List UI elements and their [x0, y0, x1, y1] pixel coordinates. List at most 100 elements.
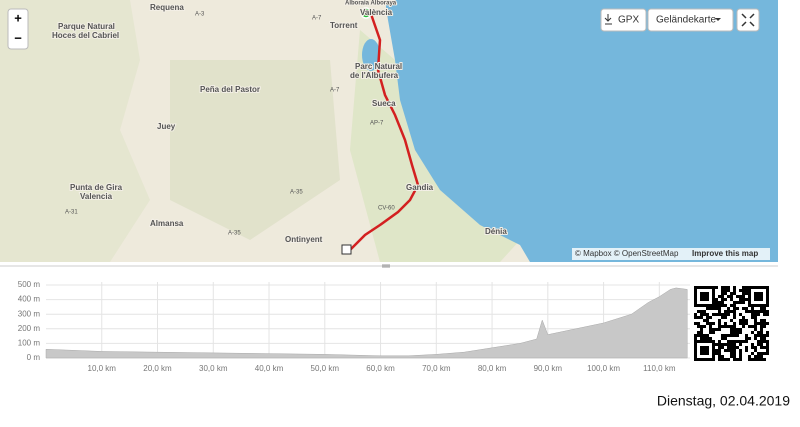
qr-module [739, 319, 742, 322]
qr-module [766, 349, 769, 352]
qr-module [760, 346, 763, 349]
qr-module [733, 307, 736, 310]
qr-module [724, 298, 727, 301]
qr-module [730, 292, 733, 295]
qr-module [694, 352, 697, 355]
qr-module [706, 286, 709, 289]
map-type-button[interactable] [647, 8, 734, 32]
qr-module [700, 295, 703, 298]
qr-module [709, 307, 712, 310]
qr-module [724, 310, 727, 313]
road: A-35 [290, 190, 303, 196]
qr-module [706, 349, 709, 352]
qr-module [715, 304, 718, 307]
qr-module [754, 358, 757, 361]
place: Requena [150, 3, 184, 12]
qr-module [754, 298, 757, 301]
place: Alboraia Alboraya [345, 1, 397, 7]
qr-module [712, 343, 715, 346]
qr-module [721, 343, 724, 346]
qr-module [703, 286, 706, 289]
zoom-in[interactable]: + [14, 10, 22, 25]
qr-module [757, 298, 760, 301]
qr-module [703, 358, 706, 361]
qr-module [727, 349, 730, 352]
qr-module [703, 334, 706, 337]
qr-module [703, 310, 706, 313]
qr-module [763, 313, 766, 316]
qr-module [748, 358, 751, 361]
qr-module [694, 313, 697, 316]
qr-module [721, 289, 724, 292]
qr-module [709, 304, 712, 307]
qr-module [745, 334, 748, 337]
zoom-out[interactable]: − [14, 30, 22, 45]
qr-module [766, 286, 769, 289]
improve-link[interactable]: Improve this map [692, 249, 758, 258]
gpx-label[interactable]: GPX [618, 15, 639, 26]
qr-module [733, 349, 736, 352]
qr-module [700, 325, 703, 328]
qr-module [700, 316, 703, 319]
qr-module [718, 304, 721, 307]
qr-module [739, 328, 742, 331]
qr-module [709, 286, 712, 289]
qr-module [763, 307, 766, 310]
qr-module [721, 304, 724, 307]
qr-code [692, 284, 771, 363]
qr-module [706, 307, 709, 310]
x-tick-label: 70,0 km [422, 364, 451, 373]
qr-module [703, 304, 706, 307]
qr-module [718, 340, 721, 343]
qr-module [721, 358, 724, 361]
qr-module [697, 358, 700, 361]
qr-module [700, 304, 703, 307]
qr-module [754, 304, 757, 307]
qr-module [718, 310, 721, 313]
qr-module [766, 301, 769, 304]
qr-module [727, 346, 730, 349]
qr-module [697, 310, 700, 313]
qr-module [730, 346, 733, 349]
qr-module [694, 343, 697, 346]
x-tick-label: 30,0 km [199, 364, 228, 373]
qr-module [739, 349, 742, 352]
qr-module [748, 289, 751, 292]
qr-module [700, 334, 703, 337]
gpx-button[interactable] [600, 8, 647, 32]
qr-module [703, 298, 706, 301]
qr-module [745, 307, 748, 310]
qr-module [745, 289, 748, 292]
qr-module [727, 340, 730, 343]
qr-module [727, 334, 730, 337]
qr-module [730, 334, 733, 337]
place: Punta de Gira [70, 183, 123, 192]
qr-module [727, 313, 730, 316]
qr-module [694, 304, 697, 307]
road-labels: A-3 A-7 AP-7 A-35 CV-60 A-31 A-35 A-7 [65, 12, 395, 237]
qr-module [745, 337, 748, 340]
qr-module [709, 337, 712, 340]
qr-module [766, 331, 769, 334]
qr-module [712, 331, 715, 334]
qr-module [712, 313, 715, 316]
qr-module [733, 352, 736, 355]
qr-module [730, 352, 733, 355]
qr-module [766, 295, 769, 298]
qr-module [721, 286, 724, 289]
qr-module [760, 298, 763, 301]
qr-module [700, 328, 703, 331]
map-type-label[interactable]: Geländekarte [656, 15, 716, 26]
qr-module [721, 325, 724, 328]
qr-module [730, 310, 733, 313]
qr-module [706, 346, 709, 349]
resize-handle[interactable] [382, 264, 390, 268]
fullscreen-button[interactable] [736, 8, 760, 32]
qr-module [718, 307, 721, 310]
qr-module [718, 322, 721, 325]
qr-module [760, 286, 763, 289]
qr-module [733, 310, 736, 313]
qr-module [694, 322, 697, 325]
qr-module [733, 358, 736, 361]
